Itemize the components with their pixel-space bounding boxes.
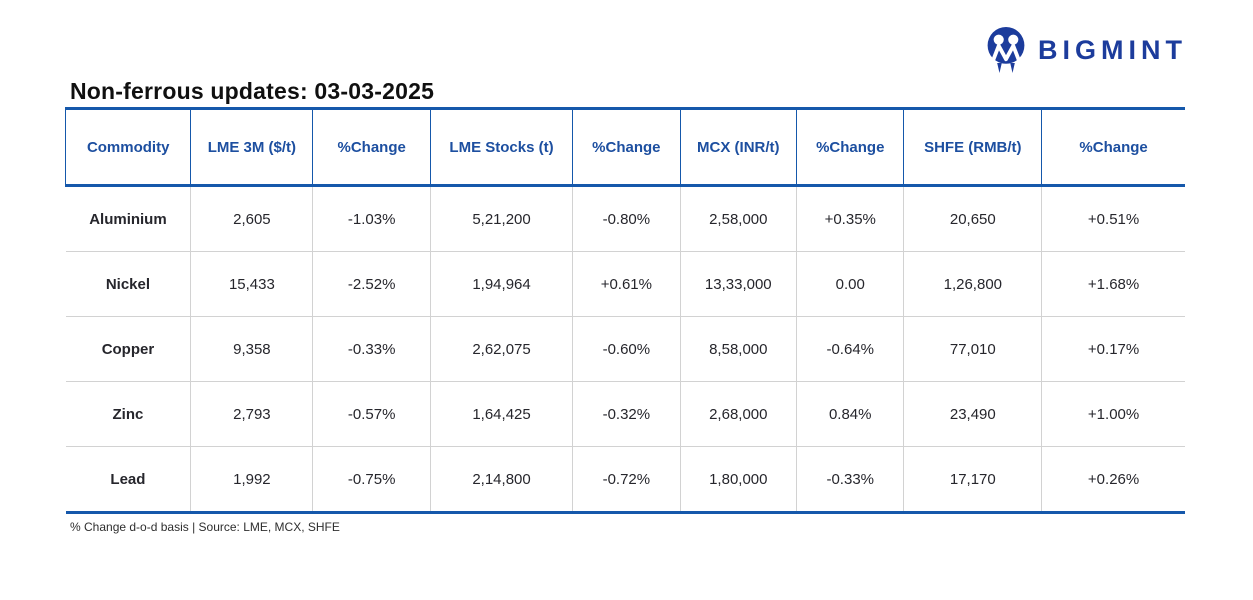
value-cell: +0.17% [1041, 316, 1185, 382]
header-row: Commodity LME 3M ($/t) %Change LME Stocks (… [64, 108, 1185, 187]
value-cell: +1.68% [1041, 251, 1185, 317]
page-header: BIGMINT Non-ferrous updates: 03-03-2025 [0, 0, 1253, 107]
value-cell: -1.03% [312, 185, 431, 252]
value-cell: -0.72% [572, 446, 681, 513]
value-cell: -0.33% [795, 446, 904, 513]
value-cell: 1,992 [190, 446, 313, 513]
table-body: Aluminium 2,605 -1.03% 5,21,200 -0.80% 2,58,0… [65, 185, 1185, 513]
column-header: LME 3M ($/t) [190, 108, 313, 187]
value-cell: 9,358 [190, 316, 313, 382]
value-cell: 2,605 [190, 185, 313, 252]
table-row: Lead 1,992 -0.75% 2,14,800 -0.72% 1,80,000 -0.… [65, 446, 1185, 513]
column-header: SHFE (RMB/t) [903, 108, 1042, 187]
brand-logo: BIGMINT [983, 24, 1187, 76]
table-row: Nickel 15,433 -2.52% 1,94,964 +0.61% 13,33,00… [65, 251, 1185, 317]
value-cell: 23,490 [903, 381, 1042, 447]
commodity-cell: Copper [65, 316, 191, 382]
value-cell: -0.57% [312, 381, 431, 447]
value-cell: 1,64,425 [429, 381, 573, 447]
value-cell: 2,62,075 [429, 316, 573, 382]
value-cell: +0.35% [795, 185, 904, 252]
brand-name: BIGMINT [1038, 34, 1187, 65]
value-cell: 15,433 [190, 251, 313, 317]
column-header: %Change [795, 108, 904, 187]
value-cell: -0.64% [795, 316, 904, 382]
value-cell: 2,68,000 [679, 381, 797, 447]
value-cell: +1.00% [1041, 381, 1185, 447]
value-cell: 8,58,000 [679, 316, 797, 382]
column-header: %Change [312, 108, 431, 187]
value-cell: 1,26,800 [903, 251, 1042, 317]
table-row: Zinc 2,793 -0.57% 1,64,425 -0.32% 2,68,000 0.8… [65, 381, 1185, 447]
bigmint-monogram-icon [983, 24, 1029, 76]
commodity-table: Commodity LME 3M ($/t) %Change LME Stocks (… [64, 107, 1185, 514]
value-cell: 0.84% [795, 381, 904, 447]
column-header: Commodity [64, 108, 191, 187]
value-cell: -0.80% [572, 185, 681, 252]
value-cell: -0.75% [312, 446, 431, 513]
value-cell: 2,58,000 [679, 185, 797, 252]
table-row: Copper 9,358 -0.33% 2,62,075 -0.60% 8,58,000-… [65, 316, 1185, 382]
column-header: MCX (INR/t) [679, 108, 797, 187]
value-cell: 2,14,800 [429, 446, 573, 513]
value-cell: +0.51% [1041, 185, 1185, 252]
value-cell: 1,80,000 [679, 446, 797, 513]
value-cell: -0.60% [572, 316, 681, 382]
value-cell: -2.52% [312, 251, 431, 317]
value-cell: 77,010 [903, 316, 1042, 382]
commodity-cell: Lead [65, 446, 191, 513]
value-cell: 13,33,000 [679, 251, 797, 317]
column-header: %Change [572, 108, 681, 187]
page-title: Non-ferrous updates: 03-03-2025 [70, 78, 435, 104]
value-cell: 20,650 [903, 185, 1042, 252]
value-cell: 1,94,964 [429, 251, 573, 317]
source-note: % Change d-o-d basis | Source: LME, MCX,… [70, 520, 340, 534]
value-cell: +0.26% [1041, 446, 1185, 513]
column-header: LME Stocks (t) [429, 108, 573, 187]
value-cell: 5,21,200 [429, 185, 573, 252]
value-cell: -0.32% [572, 381, 681, 447]
column-header: %Change [1041, 108, 1185, 187]
value-cell: 0.00 [795, 251, 904, 317]
value-cell: 2,793 [190, 381, 313, 447]
commodity-cell: Aluminium [65, 185, 191, 252]
commodity-cell: Zinc [65, 381, 191, 447]
table-row: Aluminium 2,605 -1.03% 5,21,200 -0.80% 2,58,0… [65, 185, 1185, 252]
value-cell: -0.33% [312, 316, 431, 382]
value-cell: 17,170 [903, 446, 1042, 513]
commodity-cell: Nickel [65, 251, 191, 317]
value-cell: +0.61% [572, 251, 681, 317]
